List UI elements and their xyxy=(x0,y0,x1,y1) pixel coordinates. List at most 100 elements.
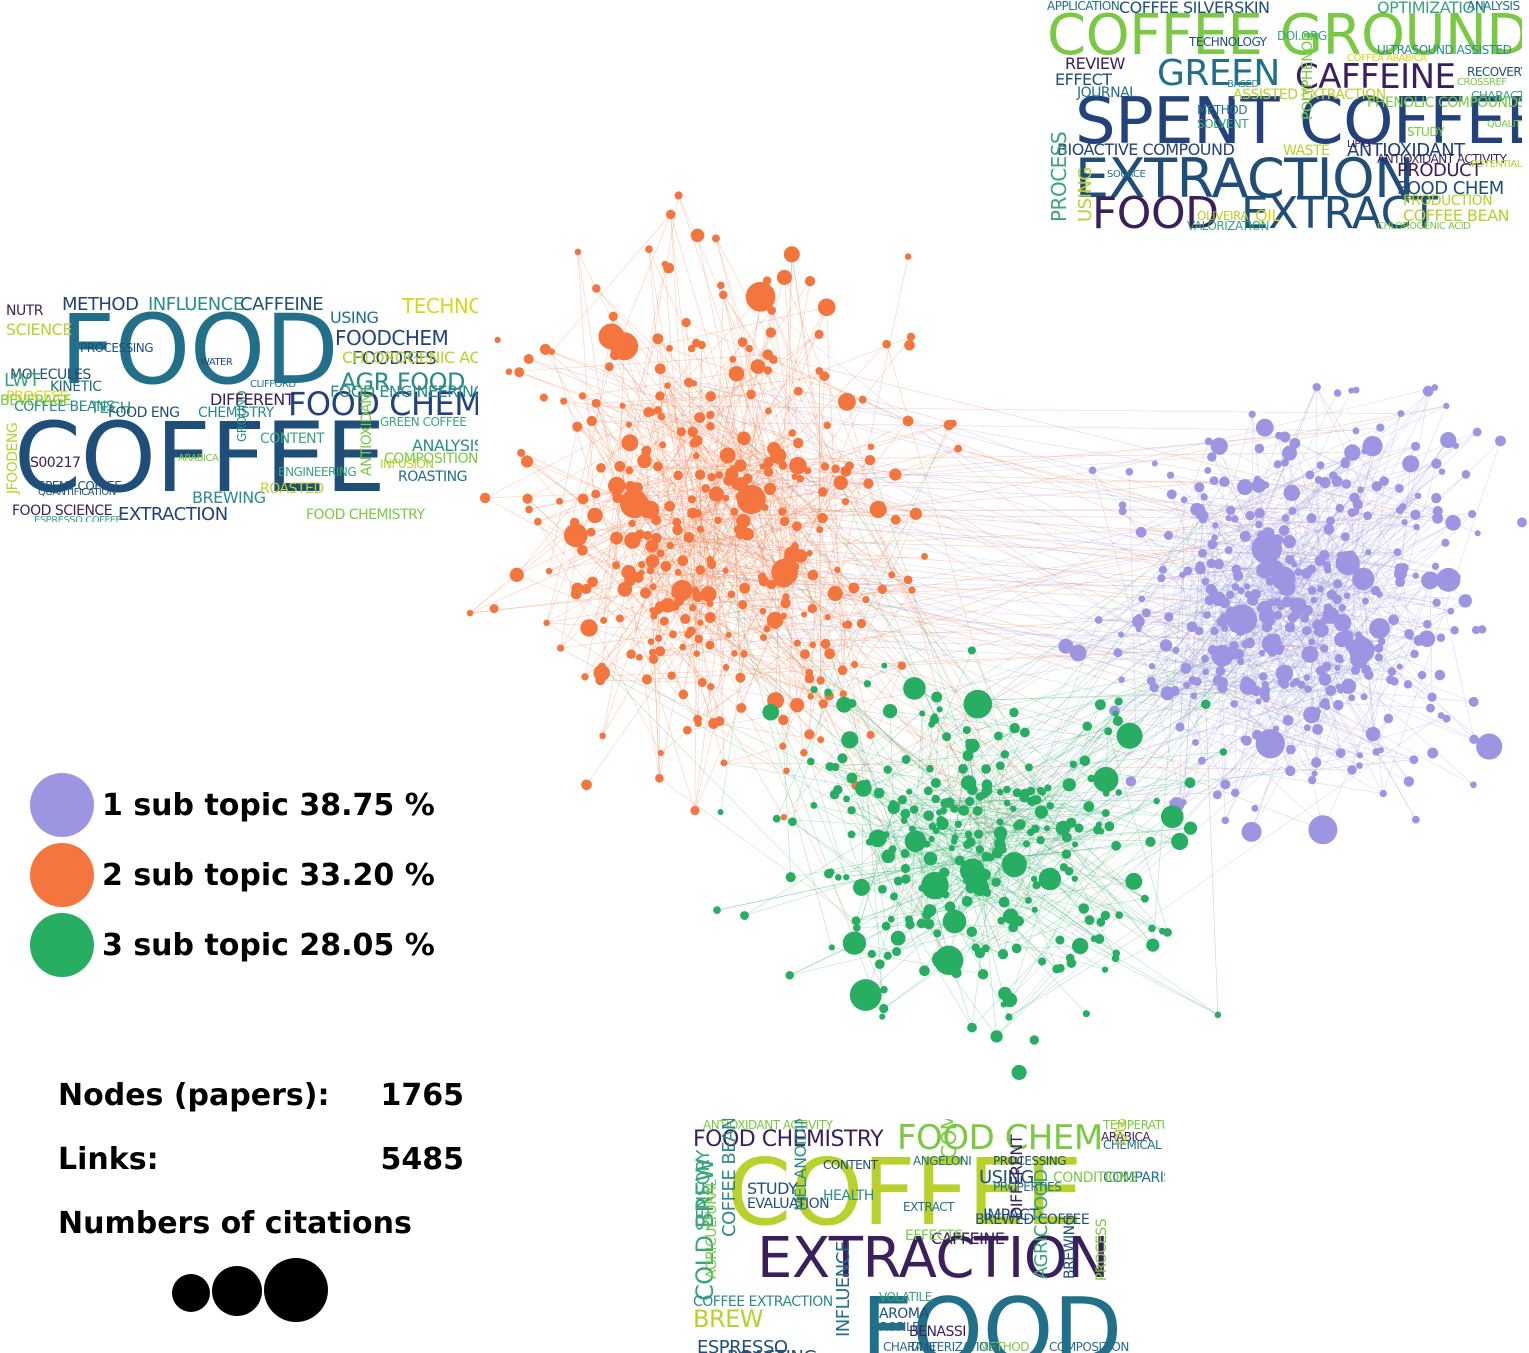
network-node xyxy=(778,461,788,470)
network-edge xyxy=(1129,471,1137,737)
wordcloud-word: ENGINEERING xyxy=(278,465,357,479)
network-node xyxy=(624,575,636,587)
network-node xyxy=(697,619,704,626)
network-edge xyxy=(691,529,738,632)
network-node xyxy=(1125,776,1137,787)
network-edge xyxy=(667,385,850,467)
network-edge xyxy=(575,310,772,536)
network-edge xyxy=(773,359,909,422)
network-node xyxy=(651,515,662,526)
network-node xyxy=(707,472,716,482)
network-edge xyxy=(851,782,969,811)
network-edge xyxy=(678,579,909,602)
network-edge xyxy=(469,522,575,614)
network-node xyxy=(1350,650,1369,669)
network-node xyxy=(934,945,964,975)
network-edge xyxy=(935,623,1428,784)
network-edge xyxy=(1383,463,1437,482)
wordcloud-word: METHOD xyxy=(1197,103,1247,117)
network-node xyxy=(466,609,474,617)
network-node xyxy=(1166,489,1177,500)
network-node xyxy=(1348,387,1355,394)
network-node xyxy=(669,630,677,639)
network-node xyxy=(936,706,943,713)
network-node xyxy=(991,877,1001,888)
network-edge xyxy=(785,603,810,673)
network-node xyxy=(672,524,683,536)
wordcloud-word: ANTIOXIDANT xyxy=(359,385,375,476)
network-node xyxy=(615,614,624,623)
network-node xyxy=(1084,915,1095,925)
network-node xyxy=(563,523,588,548)
network-node xyxy=(577,545,588,556)
wordcloud-word: QUALITY xyxy=(1111,1119,1130,1145)
network-edge xyxy=(935,798,1173,818)
network-edge xyxy=(1277,615,1324,830)
network-edge xyxy=(576,523,633,594)
network-node xyxy=(1361,664,1372,675)
network-node xyxy=(1308,638,1316,646)
network-edge xyxy=(796,526,1229,551)
wordcloud-word: DOI.ORG xyxy=(1277,29,1327,43)
network-edge xyxy=(1294,443,1428,639)
network-node xyxy=(817,298,836,317)
network-edge xyxy=(469,334,820,614)
network-node xyxy=(980,790,989,799)
network-edge xyxy=(1065,510,1293,647)
wordcloud-word: WATER xyxy=(200,357,233,368)
network-edge xyxy=(846,727,1015,878)
network-edge xyxy=(1141,520,1331,533)
network-node xyxy=(1083,801,1095,812)
network-node xyxy=(1287,612,1298,623)
network-edge xyxy=(861,788,864,888)
wordcloud-word: SPENT COFFEE xyxy=(1075,85,1522,159)
network-edge xyxy=(785,254,793,561)
network-node xyxy=(1254,508,1265,519)
network-node xyxy=(852,923,861,932)
network-edge xyxy=(1115,471,1443,714)
network-node xyxy=(1125,872,1143,890)
network-node xyxy=(1272,534,1284,545)
nodes-label: Nodes (papers): xyxy=(58,1078,330,1113)
network-node xyxy=(864,454,876,466)
network-node xyxy=(1012,788,1022,798)
network-node xyxy=(694,634,704,644)
network-node xyxy=(1096,917,1106,927)
legend-label: 2 sub topic 33.20 % xyxy=(102,857,435,893)
network-edge xyxy=(1121,559,1291,681)
network-edge xyxy=(1041,701,1119,813)
wordcloud-word: METHOD xyxy=(62,294,139,315)
network-node xyxy=(1409,755,1419,765)
network-edge xyxy=(997,489,1361,854)
network-edge xyxy=(629,580,686,620)
wordcloud-word: ANTIOXIDANT xyxy=(1347,140,1465,161)
network-node xyxy=(942,732,952,742)
network-node xyxy=(691,435,703,447)
network-node xyxy=(1197,756,1206,765)
network-edge xyxy=(1008,928,1153,1018)
network-edge xyxy=(1240,510,1293,662)
network-node xyxy=(1026,796,1037,807)
network-node xyxy=(779,742,787,750)
network-node xyxy=(837,753,848,764)
legend-item-topic-2: 2 sub topic 33.20 % xyxy=(30,840,435,910)
network-edge xyxy=(644,452,1353,462)
network-node xyxy=(1312,382,1321,392)
network-edge xyxy=(717,520,1212,593)
wordcloud-word: COFFEE BEANS xyxy=(14,399,115,415)
network-node xyxy=(817,736,825,744)
network-edge xyxy=(713,528,741,724)
network-node xyxy=(1432,512,1444,524)
network-node xyxy=(1206,558,1217,569)
network-node xyxy=(720,759,728,767)
network-edge xyxy=(1000,713,1116,793)
network-edge xyxy=(548,570,811,697)
network-node xyxy=(783,767,790,775)
citation-medium-dot xyxy=(212,1266,262,1316)
network-edge xyxy=(1309,390,1352,476)
network-edge xyxy=(639,534,1341,754)
network-node xyxy=(1032,881,1041,890)
network-edge xyxy=(615,306,827,356)
network-node xyxy=(1183,681,1191,689)
